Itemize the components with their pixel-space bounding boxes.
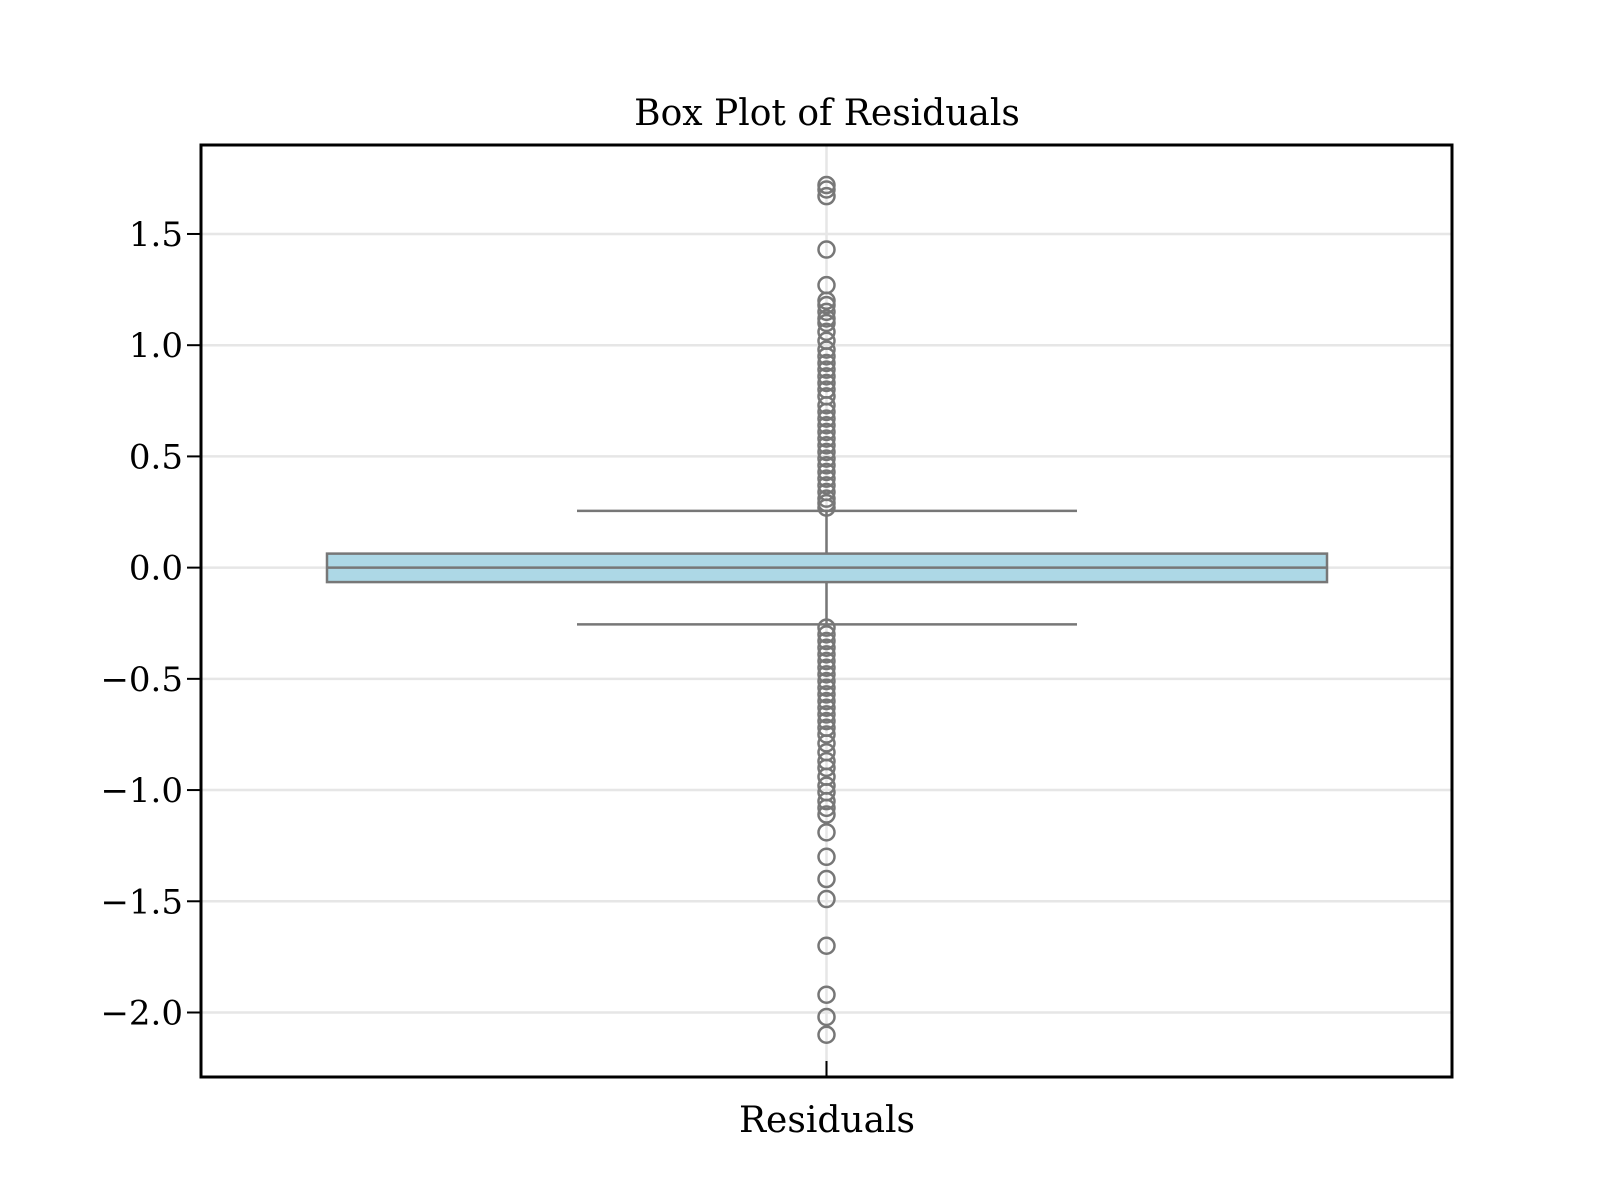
outlier-point [817, 353, 836, 373]
outlier-point [817, 469, 836, 488]
outlier-point [817, 798, 836, 818]
outlier-point [817, 367, 836, 386]
outlier-point [817, 476, 836, 495]
outlier-point [817, 758, 836, 778]
outlier-point [817, 313, 836, 333]
outlier-point [817, 678, 836, 697]
outlier-point [817, 322, 836, 342]
outlier-point [817, 347, 836, 366]
outlier-point [817, 1025, 836, 1044]
y-tick-label: 1.0 [129, 326, 183, 366]
outlier-point [817, 725, 836, 744]
outlier-point [817, 847, 836, 867]
outlier-point [817, 429, 836, 448]
outlier-point [817, 671, 836, 691]
outlier-point [817, 340, 836, 359]
outlier-point [817, 734, 836, 753]
outlier-point [817, 823, 836, 842]
y-tick-label: 0.0 [129, 549, 183, 589]
outlier-point [817, 691, 836, 711]
outlier-point [817, 436, 836, 455]
y-tick-label: −0.5 [100, 660, 183, 700]
outlier-point [817, 186, 836, 206]
outlier-point [817, 985, 836, 1004]
outlier-point [817, 498, 836, 517]
chart-title: Box Plot of Residuals [634, 93, 1020, 134]
outlier-point [817, 651, 836, 671]
outlier-point [817, 618, 836, 637]
outlier-point [817, 625, 836, 644]
outlier-point [817, 791, 836, 811]
outlier-point [817, 638, 836, 657]
y-tick-label: 1.5 [129, 215, 183, 255]
outlier-point [817, 416, 836, 435]
outlier-point [817, 685, 836, 704]
outlier-point [817, 665, 836, 684]
y-tick-label: −2.0 [100, 993, 183, 1033]
outlier-point [817, 1007, 836, 1027]
y-axis-ticks: −2.0 −1.5 −1.0 −0.5 0.0 0.5 1.0 1.5 [100, 215, 201, 1033]
outlier-point [817, 240, 836, 259]
outlier-point [817, 295, 836, 315]
outlier-point [817, 645, 836, 664]
outlier-point [817, 422, 836, 442]
y-tick-label: 0.5 [129, 437, 183, 477]
outlier-point [817, 711, 836, 731]
y-tick-label: −1.0 [100, 771, 183, 811]
outlier-point [817, 395, 836, 415]
outlier-point [817, 658, 836, 677]
outlier-point [817, 462, 836, 482]
outlier-point [817, 805, 836, 824]
outlier-point [817, 889, 836, 909]
outlier-point [817, 698, 836, 718]
outlier-point [817, 705, 836, 724]
outlier-point [817, 360, 836, 379]
box-plot [325, 509, 1329, 626]
outlier-point [817, 869, 836, 889]
outlier-point [817, 402, 836, 422]
outlier-point [817, 631, 836, 651]
outlier-point [817, 180, 836, 199]
outlier-points [817, 175, 836, 1044]
x-axis-label: Residuals [739, 1100, 915, 1141]
outlier-point [817, 302, 836, 322]
outlier-point [817, 442, 836, 462]
outlier-point [817, 936, 836, 956]
outlier-point [817, 456, 836, 475]
outlier-point [817, 449, 836, 468]
outlier-point [817, 373, 836, 393]
outlier-point [817, 409, 836, 428]
y-tick-label: −1.5 [100, 882, 183, 922]
